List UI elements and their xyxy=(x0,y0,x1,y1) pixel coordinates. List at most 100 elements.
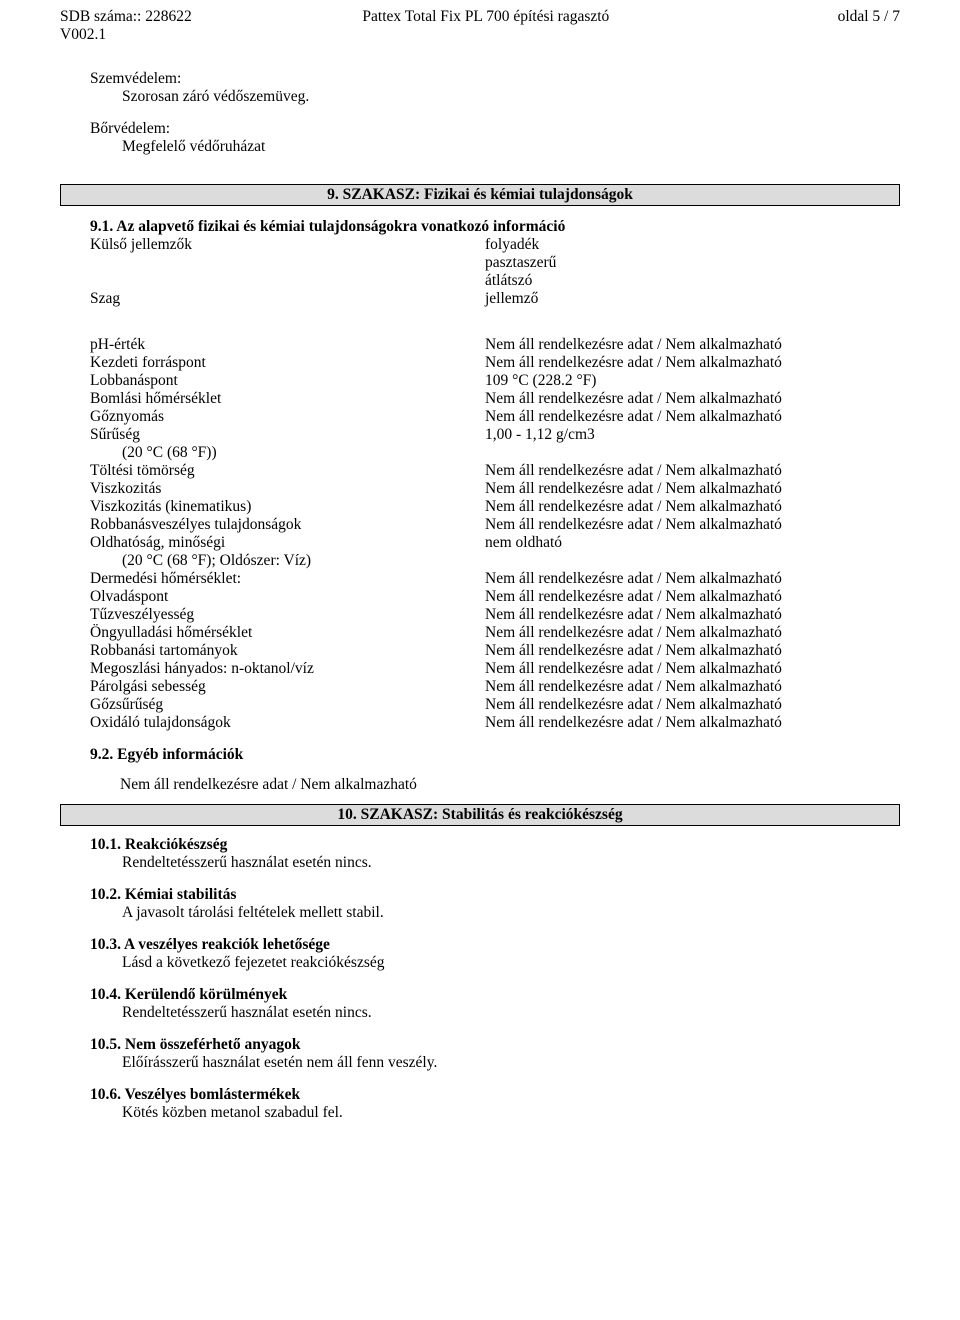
property-row: TűzveszélyességNem áll rendelkezésre ada… xyxy=(90,606,900,624)
property-value: Nem áll rendelkezésre adat / Nem alkalma… xyxy=(485,642,900,660)
property-row: Bomlási hőmérsékletNem áll rendelkezésre… xyxy=(90,390,900,408)
property-sub: (20 °C (68 °F); Oldószer: Víz) xyxy=(90,552,485,570)
section-10-item-head: 10.2. Kémiai stabilitás xyxy=(90,886,900,904)
eye-protection: Szemvédelem: Szorosan záró védőszemüveg. xyxy=(90,70,900,106)
property-row: Öngyulladási hőmérsékletNem áll rendelke… xyxy=(90,624,900,642)
odor-value: jellemző xyxy=(485,290,900,308)
doc-header: SDB száma:: 228622 V002.1 Pattex Total F… xyxy=(60,8,900,44)
property-row: Töltési tömörségNem áll rendelkezésre ad… xyxy=(90,462,900,480)
odor-label: Szag xyxy=(90,290,485,308)
property-row: Lobbanáspont109 °C (228.2 °F) xyxy=(90,372,900,390)
property-row: Sűrűség(20 °C (68 °F))1,00 - 1,12 g/cm3 xyxy=(90,426,900,462)
appearance-row: Külső jellemzők folyadékpasztaszerűátlát… xyxy=(90,236,900,290)
property-name: Viszkozitás (kinematikus) xyxy=(90,498,485,516)
section-10-item-head: 10.6. Veszélyes bomlástermékek xyxy=(90,1086,900,1104)
property-name: pH-érték xyxy=(90,336,485,354)
property-name: Párolgási sebesség xyxy=(90,678,485,696)
product-name: Pattex Total Fix PL 700 építési ragasztó xyxy=(192,8,780,44)
property-name: Töltési tömörség xyxy=(90,462,485,480)
appearance-label: Külső jellemzők xyxy=(90,236,485,290)
section-10-item: 10.6. Veszélyes bomlástermékekKötés közb… xyxy=(90,1086,900,1122)
property-value: Nem áll rendelkezésre adat / Nem alkalma… xyxy=(485,462,900,480)
property-row: Dermedési hőmérséklet:Nem áll rendelkezé… xyxy=(90,570,900,588)
property-value: nem oldható xyxy=(485,534,900,570)
property-row: Párolgási sebességNem áll rendelkezésre … xyxy=(90,678,900,696)
property-value: Nem áll rendelkezésre adat / Nem alkalma… xyxy=(485,570,900,588)
property-row: Kezdeti forráspontNem áll rendelkezésre … xyxy=(90,354,900,372)
property-name: Oldhatóság, minőségi(20 °C (68 °F); Oldó… xyxy=(90,534,485,570)
section-10-item: 10.1. ReakciókészségRendeltetésszerű has… xyxy=(90,836,900,872)
property-value: Nem áll rendelkezésre adat / Nem alkalma… xyxy=(485,714,900,732)
property-value: Nem áll rendelkezésre adat / Nem alkalma… xyxy=(485,678,900,696)
property-row: Oxidáló tulajdonságokNem áll rendelkezés… xyxy=(90,714,900,732)
section-10-item-body: A javasolt tárolási feltételek mellett s… xyxy=(90,904,900,922)
odor-row: Szag jellemző xyxy=(90,290,900,308)
s91-heading: 9.1. Az alapvető fizikai és kémiai tulaj… xyxy=(90,218,900,236)
property-row: Oldhatóság, minőségi(20 °C (68 °F); Oldó… xyxy=(90,534,900,570)
section-10-item-head: 10.5. Nem összeférhető anyagok xyxy=(90,1036,900,1054)
property-value: Nem áll rendelkezésre adat / Nem alkalma… xyxy=(485,606,900,624)
property-value: Nem áll rendelkezésre adat / Nem alkalma… xyxy=(485,588,900,606)
property-name: Olvadáspont xyxy=(90,588,485,606)
eye-protection-value: Szorosan záró védőszemüveg. xyxy=(90,88,900,106)
property-name: Robbanásveszélyes tulajdonságok xyxy=(90,516,485,534)
appearance-value-line: folyadék xyxy=(485,236,900,254)
section-9-header: 9. SZAKASZ: Fizikai és kémiai tulajdonsá… xyxy=(60,184,900,206)
skin-protection: Bőrvédelem: Megfelelő védőruházat xyxy=(90,120,900,156)
section-10-item-head: 10.1. Reakciókészség xyxy=(90,836,900,854)
sdb-number: SDB száma:: 228622 xyxy=(60,8,192,26)
property-name: Robbanási tartományok xyxy=(90,642,485,660)
section-10-item-head: 10.3. A veszélyes reakciók lehetősége xyxy=(90,936,900,954)
section-10-header: 10. SZAKASZ: Stabilitás és reakciókészsé… xyxy=(60,804,900,826)
property-value: Nem áll rendelkezésre adat / Nem alkalma… xyxy=(485,354,900,372)
eye-protection-label: Szemvédelem: xyxy=(90,70,900,88)
section-10-items: 10.1. ReakciókészségRendeltetésszerű has… xyxy=(90,836,900,1122)
s92-heading: 9.2. Egyéb információk xyxy=(90,746,900,764)
property-name: Bomlási hőmérséklet xyxy=(90,390,485,408)
appearance-value-line: pasztaszerű xyxy=(485,254,900,272)
property-name: Megoszlási hányados: n-oktanol/víz xyxy=(90,660,485,678)
property-row: GőznyomásNem áll rendelkezésre adat / Ne… xyxy=(90,408,900,426)
property-value: Nem áll rendelkezésre adat / Nem alkalma… xyxy=(485,408,900,426)
property-name: Sűrűség(20 °C (68 °F)) xyxy=(90,426,485,462)
section-10-item: 10.2. Kémiai stabilitásA javasolt tárolá… xyxy=(90,886,900,922)
property-value: Nem áll rendelkezésre adat / Nem alkalma… xyxy=(485,390,900,408)
property-value: Nem áll rendelkezésre adat / Nem alkalma… xyxy=(485,660,900,678)
property-value: Nem áll rendelkezésre adat / Nem alkalma… xyxy=(485,498,900,516)
property-name: Gőzsűrűség xyxy=(90,696,485,714)
property-row: Viszkozitás (kinematikus)Nem áll rendelk… xyxy=(90,498,900,516)
property-row: GőzsűrűségNem áll rendelkezésre adat / N… xyxy=(90,696,900,714)
section-10-item-body: Rendeltetésszerű használat esetén nincs. xyxy=(90,854,900,872)
property-name: Kezdeti forráspont xyxy=(90,354,485,372)
section-10-item-head: 10.4. Kerülendő körülmények xyxy=(90,986,900,1004)
property-value: Nem áll rendelkezésre adat / Nem alkalma… xyxy=(485,336,900,354)
property-value: Nem áll rendelkezésre adat / Nem alkalma… xyxy=(485,624,900,642)
skin-protection-value: Megfelelő védőruházat xyxy=(90,138,900,156)
skin-protection-label: Bőrvédelem: xyxy=(90,120,900,138)
property-name: Lobbanáspont xyxy=(90,372,485,390)
property-sub: (20 °C (68 °F)) xyxy=(90,444,485,462)
section-10-item: 10.4. Kerülendő körülményekRendeltetéssz… xyxy=(90,986,900,1022)
property-row: OlvadáspontNem áll rendelkezésre adat / … xyxy=(90,588,900,606)
properties-list: pH-értékNem áll rendelkezésre adat / Nem… xyxy=(90,336,900,732)
section-10-item-body: Kötés közben metanol szabadul fel. xyxy=(90,1104,900,1122)
appearance-value-line: átlátszó xyxy=(485,272,900,290)
property-name: Öngyulladási hőmérséklet xyxy=(90,624,485,642)
property-name: Dermedési hőmérséklet: xyxy=(90,570,485,588)
property-name: Viszkozitás xyxy=(90,480,485,498)
property-name: Gőznyomás xyxy=(90,408,485,426)
property-row: Robbanásveszélyes tulajdonságokNem áll r… xyxy=(90,516,900,534)
s92-value: Nem áll rendelkezésre adat / Nem alkalma… xyxy=(120,776,900,794)
property-value: 1,00 - 1,12 g/cm3 xyxy=(485,426,900,462)
property-row: ViszkozitásNem áll rendelkezésre adat / … xyxy=(90,480,900,498)
property-value: Nem áll rendelkezésre adat / Nem alkalma… xyxy=(485,516,900,534)
property-value: Nem áll rendelkezésre adat / Nem alkalma… xyxy=(485,696,900,714)
property-row: pH-értékNem áll rendelkezésre adat / Nem… xyxy=(90,336,900,354)
section-10-item-body: Lásd a következő fejezetet reakciókészsé… xyxy=(90,954,900,972)
section-10-item: 10.3. A veszélyes reakciók lehetőségeLás… xyxy=(90,936,900,972)
section-10-item-body: Rendeltetésszerű használat esetén nincs. xyxy=(90,1004,900,1022)
section-10-item: 10.5. Nem összeférhető anyagokElőírássze… xyxy=(90,1036,900,1072)
section-10-item-body: Előírásszerű használat esetén nem áll fe… xyxy=(90,1054,900,1072)
property-value: 109 °C (228.2 °F) xyxy=(485,372,900,390)
doc-version: V002.1 xyxy=(60,26,192,44)
